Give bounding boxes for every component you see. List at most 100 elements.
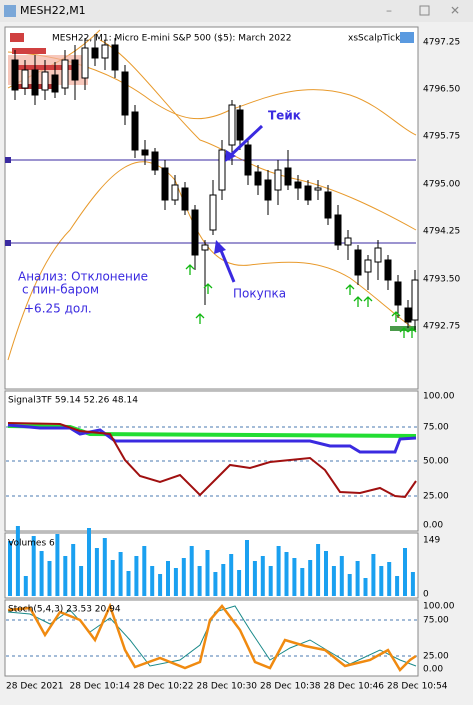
time-label: 28 Dec 10:54 bbox=[387, 682, 448, 692]
volume-bar bbox=[79, 566, 84, 596]
axis-label: 4792.75 bbox=[423, 322, 460, 332]
chart-header: MESH22, M1: Micro E-mini S&P 500 ($5): M… bbox=[52, 34, 291, 44]
title-bar bbox=[0, 0, 473, 22]
stoch-label: Stoch(5,4,3) 23.53 20.94 bbox=[8, 605, 121, 615]
minimize-button[interactable]: – bbox=[386, 4, 392, 18]
candle-body bbox=[324, 191, 332, 219]
candle-body bbox=[111, 44, 119, 71]
buy-signals bbox=[185, 264, 417, 338]
time-label: 28 Dec 10:14 bbox=[70, 682, 131, 692]
line-handle bbox=[5, 157, 11, 163]
time-label: 28 Dec 10:38 bbox=[260, 682, 321, 692]
analysis-line: Анализ: Отклонение bbox=[18, 270, 148, 284]
candle-body bbox=[294, 181, 302, 189]
candle-body bbox=[81, 47, 89, 79]
time-label: 28 Dec 10:22 bbox=[133, 682, 194, 692]
volume-bar bbox=[158, 574, 163, 596]
arrow-head bbox=[214, 240, 226, 254]
volume-bar bbox=[260, 556, 265, 596]
candle-body bbox=[411, 279, 419, 321]
axis-label: 4797.25 bbox=[423, 38, 460, 48]
axis-label: 0 bbox=[423, 590, 429, 600]
volume-bar bbox=[189, 546, 194, 596]
analysis-line: с пин-баром bbox=[22, 283, 99, 297]
volume-bar bbox=[47, 561, 52, 596]
close-button[interactable]: ✕ bbox=[450, 4, 460, 18]
time-label: 28 Dec 10:46 bbox=[324, 682, 385, 692]
window-icon bbox=[4, 5, 16, 17]
volume-bar bbox=[410, 572, 415, 596]
axis-label: 50.00 bbox=[423, 457, 449, 467]
volume-bar bbox=[403, 548, 407, 596]
volume-bar bbox=[71, 544, 76, 596]
expert-name: xsScalpTick bbox=[348, 34, 401, 44]
volume-bar bbox=[237, 570, 242, 596]
volume-bar bbox=[197, 566, 202, 596]
axis-label: 4794.25 bbox=[423, 227, 460, 237]
stoch-chart bbox=[6, 602, 417, 673]
volume-bar bbox=[284, 552, 289, 596]
line-handle bbox=[5, 240, 11, 246]
volume-bar bbox=[292, 558, 297, 596]
volume-bar bbox=[387, 562, 392, 596]
volume-bar bbox=[39, 551, 44, 596]
candle-body bbox=[304, 185, 312, 201]
buy-label: Покупка bbox=[233, 287, 286, 301]
candle-body bbox=[71, 59, 79, 81]
window-title: MESH22,M1 bbox=[20, 4, 86, 17]
volume-bar bbox=[245, 540, 249, 596]
volume-bar bbox=[395, 576, 400, 596]
candle-body bbox=[171, 184, 179, 201]
candle-body bbox=[404, 307, 412, 323]
signal-chart bbox=[6, 422, 417, 499]
expert-icon bbox=[400, 32, 414, 43]
axis-label: 4796.50 bbox=[423, 85, 460, 95]
axis-label: 4793.50 bbox=[423, 275, 460, 285]
candle-body bbox=[21, 69, 29, 89]
maximize-button[interactable] bbox=[419, 5, 430, 16]
candle-body bbox=[284, 167, 292, 186]
candle-body bbox=[121, 71, 129, 116]
volume-bar bbox=[300, 568, 305, 596]
signal-red bbox=[7, 422, 417, 499]
candle-body bbox=[264, 179, 272, 201]
arrow bbox=[218, 247, 236, 283]
volume-bar bbox=[276, 546, 281, 596]
signal-label: Signal3TF 59.14 52.26 48.14 bbox=[8, 396, 138, 406]
analysis-line: +6.25 дол. bbox=[24, 302, 92, 316]
candle-body bbox=[101, 44, 109, 59]
stoch-main bbox=[7, 602, 417, 673]
volume-bar bbox=[15, 526, 20, 596]
arrow-head bbox=[225, 150, 236, 162]
candle-body bbox=[61, 59, 69, 89]
volume-bar bbox=[268, 566, 273, 596]
volume-bar bbox=[363, 578, 368, 596]
main-chart bbox=[5, 29, 419, 361]
axis-label: 25.00 bbox=[423, 492, 449, 502]
candle-body bbox=[51, 74, 59, 93]
volume-bar bbox=[150, 566, 155, 596]
axis-label: 0.00 bbox=[423, 665, 443, 675]
zone-bar bbox=[12, 48, 46, 54]
candle-body bbox=[41, 71, 49, 91]
candle-body bbox=[244, 144, 252, 176]
time-label: 28 Dec 10:30 bbox=[197, 682, 258, 692]
candle-body bbox=[11, 59, 19, 91]
axis-label: 100.00 bbox=[423, 392, 455, 402]
candle-body bbox=[344, 237, 352, 246]
candle-body bbox=[384, 259, 392, 281]
candle-body bbox=[218, 149, 226, 191]
candle-body bbox=[334, 214, 342, 246]
symbol-icon bbox=[10, 33, 24, 42]
take-label: Тейк bbox=[268, 109, 301, 123]
volume-bar bbox=[142, 546, 147, 596]
volume-bar bbox=[347, 574, 352, 596]
candle-body bbox=[254, 171, 262, 186]
volume-bar bbox=[126, 571, 131, 596]
candle-body bbox=[141, 149, 149, 156]
candle-body bbox=[151, 151, 159, 171]
candle-body bbox=[394, 281, 402, 306]
candle-body bbox=[354, 249, 362, 276]
volume-bar bbox=[324, 551, 328, 596]
candle-body bbox=[91, 47, 99, 59]
